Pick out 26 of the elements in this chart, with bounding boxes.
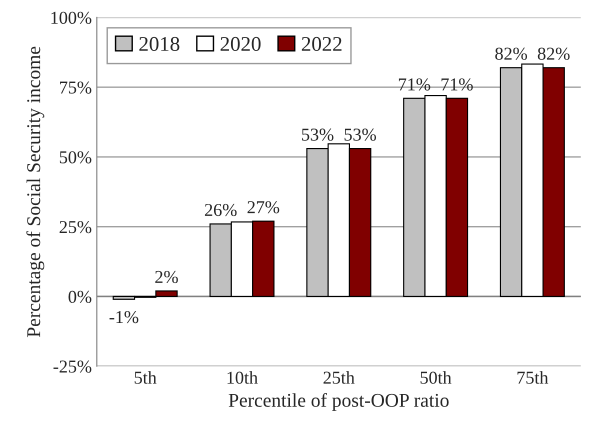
data-label: 26% xyxy=(204,204,237,216)
y-tick-label: 100% xyxy=(51,12,92,24)
data-label: 82% xyxy=(495,48,528,60)
x-axis-title: Percentile of post-OOP ratio xyxy=(228,393,449,411)
data-label: 2% xyxy=(155,270,178,284)
data-label: -1% xyxy=(110,310,138,324)
y-tick-label: 0% xyxy=(68,290,92,303)
y-axis-title: Percentage of Social Security income xyxy=(26,46,44,338)
x-tick-label: 5th xyxy=(134,371,156,384)
data-label: 71% xyxy=(398,78,430,91)
data-label: 53% xyxy=(302,128,334,141)
y-tick-label: 25% xyxy=(60,220,92,234)
y-tick-label: 75% xyxy=(60,81,92,94)
legend-label: 2018 xyxy=(139,36,180,51)
x-tick-label: 75th xyxy=(518,371,548,384)
data-label: 82% xyxy=(538,48,570,60)
data-label: 27% xyxy=(248,201,280,214)
legend-label: 2022 xyxy=(302,36,342,51)
x-tick-label: 50th xyxy=(420,371,452,384)
x-tick-label: 10th xyxy=(228,371,258,384)
y-tick-label: 50% xyxy=(60,151,92,164)
legend-label: 2020 xyxy=(220,36,261,51)
data-label: 71% xyxy=(442,78,473,91)
y-tick-label: -25% xyxy=(54,360,92,373)
data-label: 53% xyxy=(344,128,376,141)
x-tick-label: 25th xyxy=(324,371,355,384)
